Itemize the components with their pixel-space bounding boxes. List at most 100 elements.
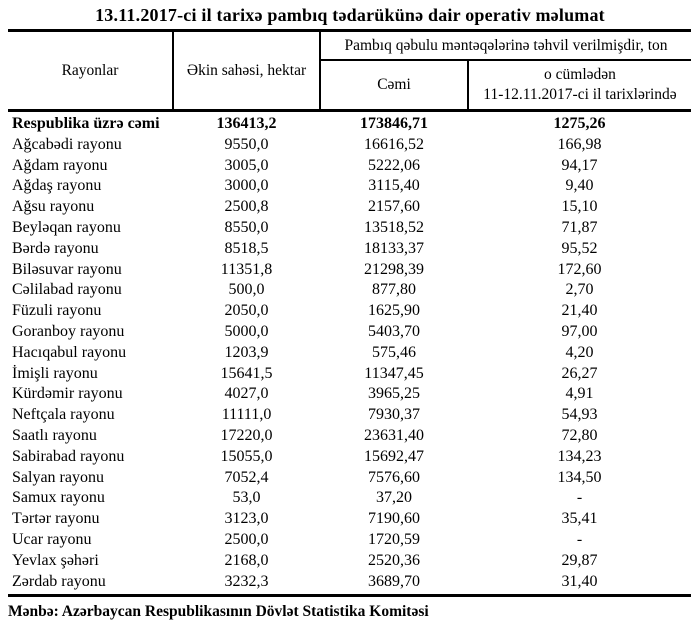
cell-total: 5403,70 [368, 322, 420, 340]
cell-recent-dates: 94,17 [561, 156, 598, 174]
cell-region-name: Yevlax şəhəri [12, 551, 99, 569]
cell-total: 11347,45 [364, 364, 424, 382]
source-note: Mənbə: Azərbaycan Respublikasının Dövlət… [8, 603, 429, 621]
cell-sown-area: 8550,0 [224, 218, 269, 236]
column-header-recent-line2: 11-12.11.2017-ci il tarixlərində [483, 86, 677, 103]
cell-region-name: Ağsu rayonu [12, 198, 95, 216]
cell-total: 7930,37 [368, 406, 420, 424]
cell-region-name: Samux rayonu [12, 489, 105, 507]
table-row: Neftçala rayonu 11111,0 7930,37 54,93 [8, 405, 691, 426]
column-header-total: Cəmi [320, 60, 469, 111]
cell-sown-area: 4027,0 [224, 385, 269, 403]
cell-recent-dates: 26,27 [561, 364, 598, 382]
cell-region-name: İmişli rayonu [12, 364, 98, 382]
cell-recent-dates: 4,20 [565, 343, 594, 361]
cell-recent-dates: 172,60 [557, 260, 602, 278]
cell-region-name: Biləsuvar rayonu [12, 260, 122, 278]
cell-total: 7190,60 [368, 510, 420, 528]
cell-recent-dates: 21,40 [561, 302, 598, 320]
cotton-procurement-table: Rayonlar Əkin sahəsi, hektar Pambıq qəbu… [8, 29, 691, 597]
cell-total: 3689,70 [368, 572, 420, 590]
cell-region-name: Hacıqabul rayonu [12, 343, 127, 361]
cell-recent-dates: 95,52 [561, 239, 598, 257]
table-row: Ucar rayonu 2500,0 1720,59 - [8, 530, 691, 551]
cell-recent-dates: 54,93 [561, 406, 598, 424]
cell-recent-dates: 4,91 [565, 385, 594, 403]
cell-sown-area: 17220,0 [220, 426, 273, 444]
table-body: Respublika üzrə cəmi 136413,2 173846,71 … [8, 111, 691, 596]
cell-recent-dates: 35,41 [561, 510, 598, 528]
table-row: Yevlax şəhəri 2168,0 2520,36 29,87 [8, 551, 691, 572]
table-row: Salyan rayonu 7052,4 7576,60 134,50 [8, 468, 691, 489]
cell-region-name: Ucar rayonu [12, 530, 92, 548]
cell-total: 15692,47 [364, 447, 424, 465]
cell-total: 16616,52 [364, 135, 424, 153]
cell-recent-dates: - [576, 530, 583, 548]
cell-recent-dates: 134,50 [557, 468, 602, 486]
cell-sown-area: 9550,0 [224, 135, 269, 153]
cell-region-name: Tərtər rayonu [12, 510, 100, 528]
cell-total: 18133,37 [364, 239, 424, 257]
cell-region-name: Beyləqan rayonu [12, 218, 121, 236]
cell-total: 37,20 [376, 489, 412, 507]
cell-sown-area: 3123,0 [224, 510, 269, 528]
page-title: 13.11.2017-ci il tarixə pambıq tədarükün… [95, 5, 605, 25]
table-row: Ağcabədi rayonu 9550,0 16616,52 166,98 [8, 135, 691, 156]
cell-recent-dates: 134,23 [557, 447, 602, 465]
table-row: Ağdaş rayonu 3000,0 3115,40 9,40 [8, 176, 691, 197]
table-row: Goranboy rayonu 5000,0 5403,70 97,00 [8, 322, 691, 343]
table-row: Beyləqan rayonu 8550,0 13518,52 71,87 [8, 218, 691, 239]
table-row: Samux rayonu 53,0 37,20 - [8, 488, 691, 509]
column-header-group-delivered: Pambıq qəbulu məntəqələrinə təhvil veril… [320, 30, 691, 61]
cell-region-name: Ağdam rayonu [12, 156, 108, 174]
table-row: Kürdəmir rayonu 4027,0 3965,25 4,91 [8, 384, 691, 405]
cell-recent-dates: 9,40 [565, 177, 594, 195]
cell-region-name: Zərdab rayonu [12, 572, 106, 590]
cell-sown-area: 2500,0 [224, 530, 269, 548]
cell-sown-area: 15641,5 [220, 364, 273, 382]
cell-sown-area: 500,0 [228, 281, 265, 299]
column-header-recent-dates: o cümlədən 11-12.11.2017-ci il tarixləri… [468, 60, 691, 111]
cell-region-name: Respublika üzrə cəmi [12, 115, 160, 132]
table-row: Ağsu rayonu 2500,8 2157,60 15,10 [8, 197, 691, 218]
cell-region-name: Ağdaş rayonu [12, 177, 102, 195]
table-row: Tərtər rayonu 3123,0 7190,60 35,41 [8, 509, 691, 530]
cell-total: 21298,39 [364, 260, 424, 278]
cell-region-name: Sabirabad rayonu [12, 447, 125, 465]
cell-recent-dates: 1275,26 [553, 115, 606, 132]
table-row: Saatlı rayonu 17220,0 23631,40 72,80 [8, 426, 691, 447]
cell-total: 7576,60 [368, 468, 420, 486]
cell-recent-dates: 166,98 [557, 135, 602, 153]
table-row: Biləsuvar rayonu 11351,8 21298,39 172,60 [8, 260, 691, 281]
cell-total: 877,80 [372, 281, 416, 299]
table-row: Zərdab rayonu 3232,3 3689,70 31,40 [8, 572, 691, 596]
cell-region-name: Füzuli rayonu [12, 302, 102, 320]
cell-recent-dates: 31,40 [561, 572, 598, 590]
table-row: Sabirabad rayonu 15055,0 15692,47 134,23 [8, 447, 691, 468]
cell-sown-area: 3000,0 [224, 177, 269, 195]
cell-total: 575,46 [372, 343, 416, 361]
cell-total: 173846,71 [360, 115, 428, 132]
cell-recent-dates: 15,10 [561, 198, 598, 216]
cell-total: 3965,25 [368, 385, 420, 403]
table-row: Cəlilabad rayonu 500,0 877,80 2,70 [8, 280, 691, 301]
cell-total: 2157,60 [368, 198, 420, 216]
cell-region-name: Goranboy rayonu [12, 322, 125, 340]
table-row: Hacıqabul rayonu 1203,9 575,46 4,20 [8, 343, 691, 364]
column-header-area: Əkin sahəsi, hektar [173, 30, 321, 111]
table-row: Bərdə rayonu 8518,5 18133,37 95,52 [8, 239, 691, 260]
cell-recent-dates: - [576, 489, 583, 507]
table-row: İmişli rayonu 15641,5 11347,45 26,27 [8, 364, 691, 385]
cell-total: 3115,40 [368, 177, 420, 195]
cell-total: 23631,40 [364, 426, 424, 444]
cell-total: 1625,90 [368, 302, 420, 320]
cell-sown-area: 3005,0 [224, 156, 269, 174]
cell-region-name: Bərdə rayonu [12, 239, 99, 257]
cell-sown-area: 1203,9 [224, 343, 269, 361]
cell-region-name: Ağcabədi rayonu [12, 135, 122, 153]
cell-recent-dates: 71,87 [561, 218, 598, 236]
cell-region-name: Salyan rayonu [12, 468, 104, 486]
cell-sown-area: 11111,0 [221, 406, 272, 424]
table-row: Füzuli rayonu 2050,0 1625,90 21,40 [8, 301, 691, 322]
